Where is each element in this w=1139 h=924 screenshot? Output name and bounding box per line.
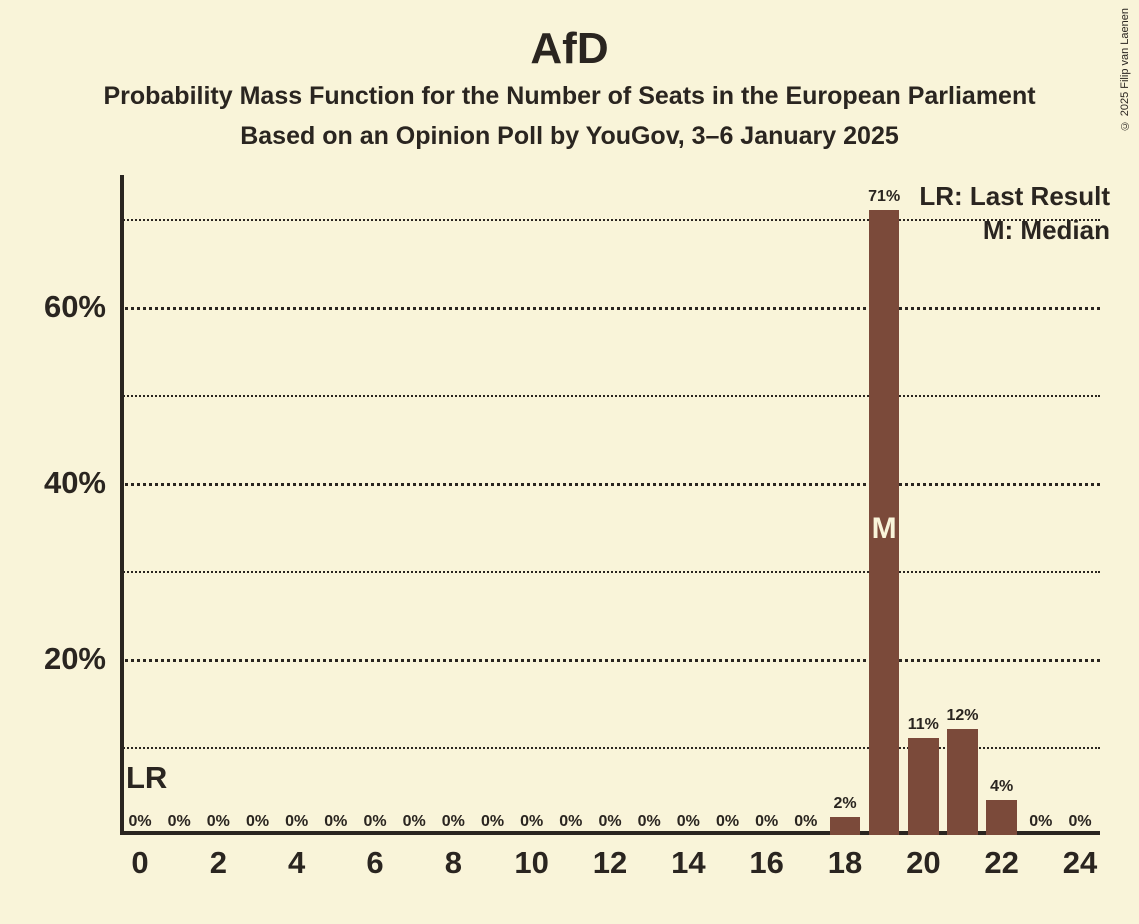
bar-value-label: 0% — [520, 813, 543, 831]
bar-value-label: 0% — [246, 813, 269, 831]
bar-value-label: 0% — [598, 813, 621, 831]
gridline — [120, 219, 1100, 221]
chart-title: AfD — [0, 24, 1139, 74]
gridline — [120, 395, 1100, 397]
bar — [986, 800, 1017, 835]
bar-value-label: 0% — [403, 813, 426, 831]
x-tick-label: 4 — [288, 845, 305, 881]
bar-value-label: 0% — [324, 813, 347, 831]
x-tick-label: 16 — [749, 845, 783, 881]
y-axis — [120, 175, 124, 835]
bar-value-label: 0% — [363, 813, 386, 831]
copyright-text: © 2025 Filip van Laenen — [1119, 8, 1131, 131]
median-marker: M — [872, 512, 897, 546]
chart-subtitle-2: Based on an Opinion Poll by YouGov, 3–6 … — [0, 122, 1139, 151]
y-tick-label: 40% — [44, 465, 106, 501]
bar-value-label: 0% — [1029, 813, 1052, 831]
bar-value-label: 0% — [207, 813, 230, 831]
bar-value-label: 2% — [833, 795, 856, 813]
bar — [908, 738, 939, 835]
bar-value-label: 0% — [442, 813, 465, 831]
bar-value-label: 12% — [946, 707, 978, 725]
x-tick-label: 14 — [671, 845, 705, 881]
bar-value-label: 71% — [868, 188, 900, 206]
bar-value-label: 0% — [1068, 813, 1091, 831]
gridline — [120, 659, 1100, 662]
x-tick-label: 10 — [514, 845, 548, 881]
last-result-marker: LR — [126, 760, 167, 796]
legend-median: M: Median — [983, 215, 1110, 246]
plot-area: 20%40%60%0246810121416182022240%0%0%0%0%… — [120, 175, 1100, 835]
bar-value-label: 0% — [128, 813, 151, 831]
bar-value-label: 0% — [168, 813, 191, 831]
x-tick-label: 18 — [828, 845, 862, 881]
bar-chart: 20%40%60%0246810121416182022240%0%0%0%0%… — [120, 175, 1100, 835]
bar-value-label: 0% — [677, 813, 700, 831]
bar — [830, 817, 861, 835]
bar-value-label: 0% — [559, 813, 582, 831]
bar-value-label: 0% — [481, 813, 504, 831]
gridline — [120, 483, 1100, 486]
bar-value-label: 4% — [990, 778, 1013, 796]
bar — [947, 729, 978, 835]
x-tick-label: 6 — [366, 845, 383, 881]
gridline — [120, 307, 1100, 310]
chart-subtitle-1: Probability Mass Function for the Number… — [0, 82, 1139, 111]
bar-value-label: 11% — [908, 716, 939, 734]
x-tick-label: 0 — [131, 845, 148, 881]
x-tick-label: 24 — [1063, 845, 1097, 881]
gridline — [120, 571, 1100, 573]
bar-value-label: 0% — [716, 813, 739, 831]
bar-value-label: 0% — [285, 813, 308, 831]
y-tick-label: 20% — [44, 641, 106, 677]
bar-value-label: 0% — [755, 813, 778, 831]
x-tick-label: 8 — [445, 845, 462, 881]
x-tick-label: 20 — [906, 845, 940, 881]
x-tick-label: 12 — [593, 845, 627, 881]
bar-value-label: 0% — [794, 813, 817, 831]
x-tick-label: 2 — [210, 845, 227, 881]
legend-last-result: LR: Last Result — [919, 181, 1110, 212]
bar-value-label: 0% — [638, 813, 661, 831]
y-tick-label: 60% — [44, 289, 106, 325]
x-tick-label: 22 — [984, 845, 1018, 881]
